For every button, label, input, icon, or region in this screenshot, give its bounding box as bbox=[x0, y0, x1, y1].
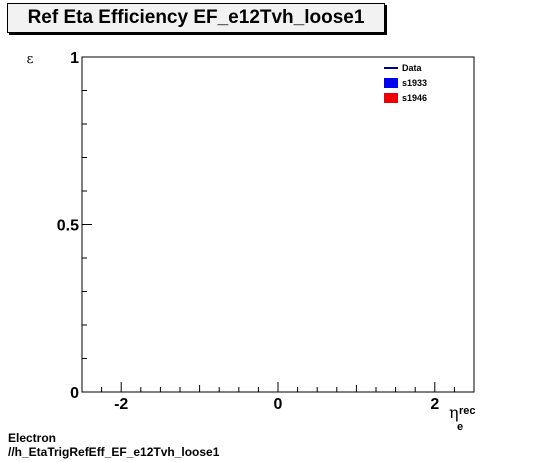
y-tick-label: 0 bbox=[70, 385, 79, 402]
legend-label: s1946 bbox=[402, 93, 427, 103]
plot-frame bbox=[81, 56, 475, 393]
legend-box-marker bbox=[384, 93, 398, 103]
svg-text:η: η bbox=[449, 403, 459, 422]
y-axis-label: ε bbox=[27, 52, 34, 67]
legend: Data s1933 s1946 bbox=[384, 63, 427, 103]
chart-title-box: Ref Eta Efficiency EF_e12Tvh_loose1 bbox=[7, 3, 385, 33]
chart-title: Ref Eta Efficiency EF_e12Tvh_loose1 bbox=[27, 7, 365, 28]
x-tick-label: 0 bbox=[274, 396, 283, 413]
legend-label: Data bbox=[402, 63, 423, 73]
y-axis: 00.51 bbox=[57, 50, 92, 402]
svg-text:e: e bbox=[457, 421, 463, 433]
x-axis-label: η rec e bbox=[449, 403, 476, 433]
x-tick-label: -2 bbox=[114, 396, 128, 413]
footer-histogram-path: //h_EtaTrigRefEff_EF_e12Tvh_loose1 bbox=[8, 445, 220, 459]
footer-category: Electron bbox=[8, 431, 57, 445]
legend-box-marker bbox=[384, 78, 398, 88]
legend-label: s1933 bbox=[402, 78, 427, 88]
y-tick-label: 1 bbox=[70, 50, 79, 67]
x-axis: -2 0 2 bbox=[81, 382, 475, 413]
x-tick-label: 2 bbox=[430, 396, 439, 413]
y-tick-label: 0.5 bbox=[57, 218, 79, 235]
svg-text:rec: rec bbox=[459, 405, 476, 417]
